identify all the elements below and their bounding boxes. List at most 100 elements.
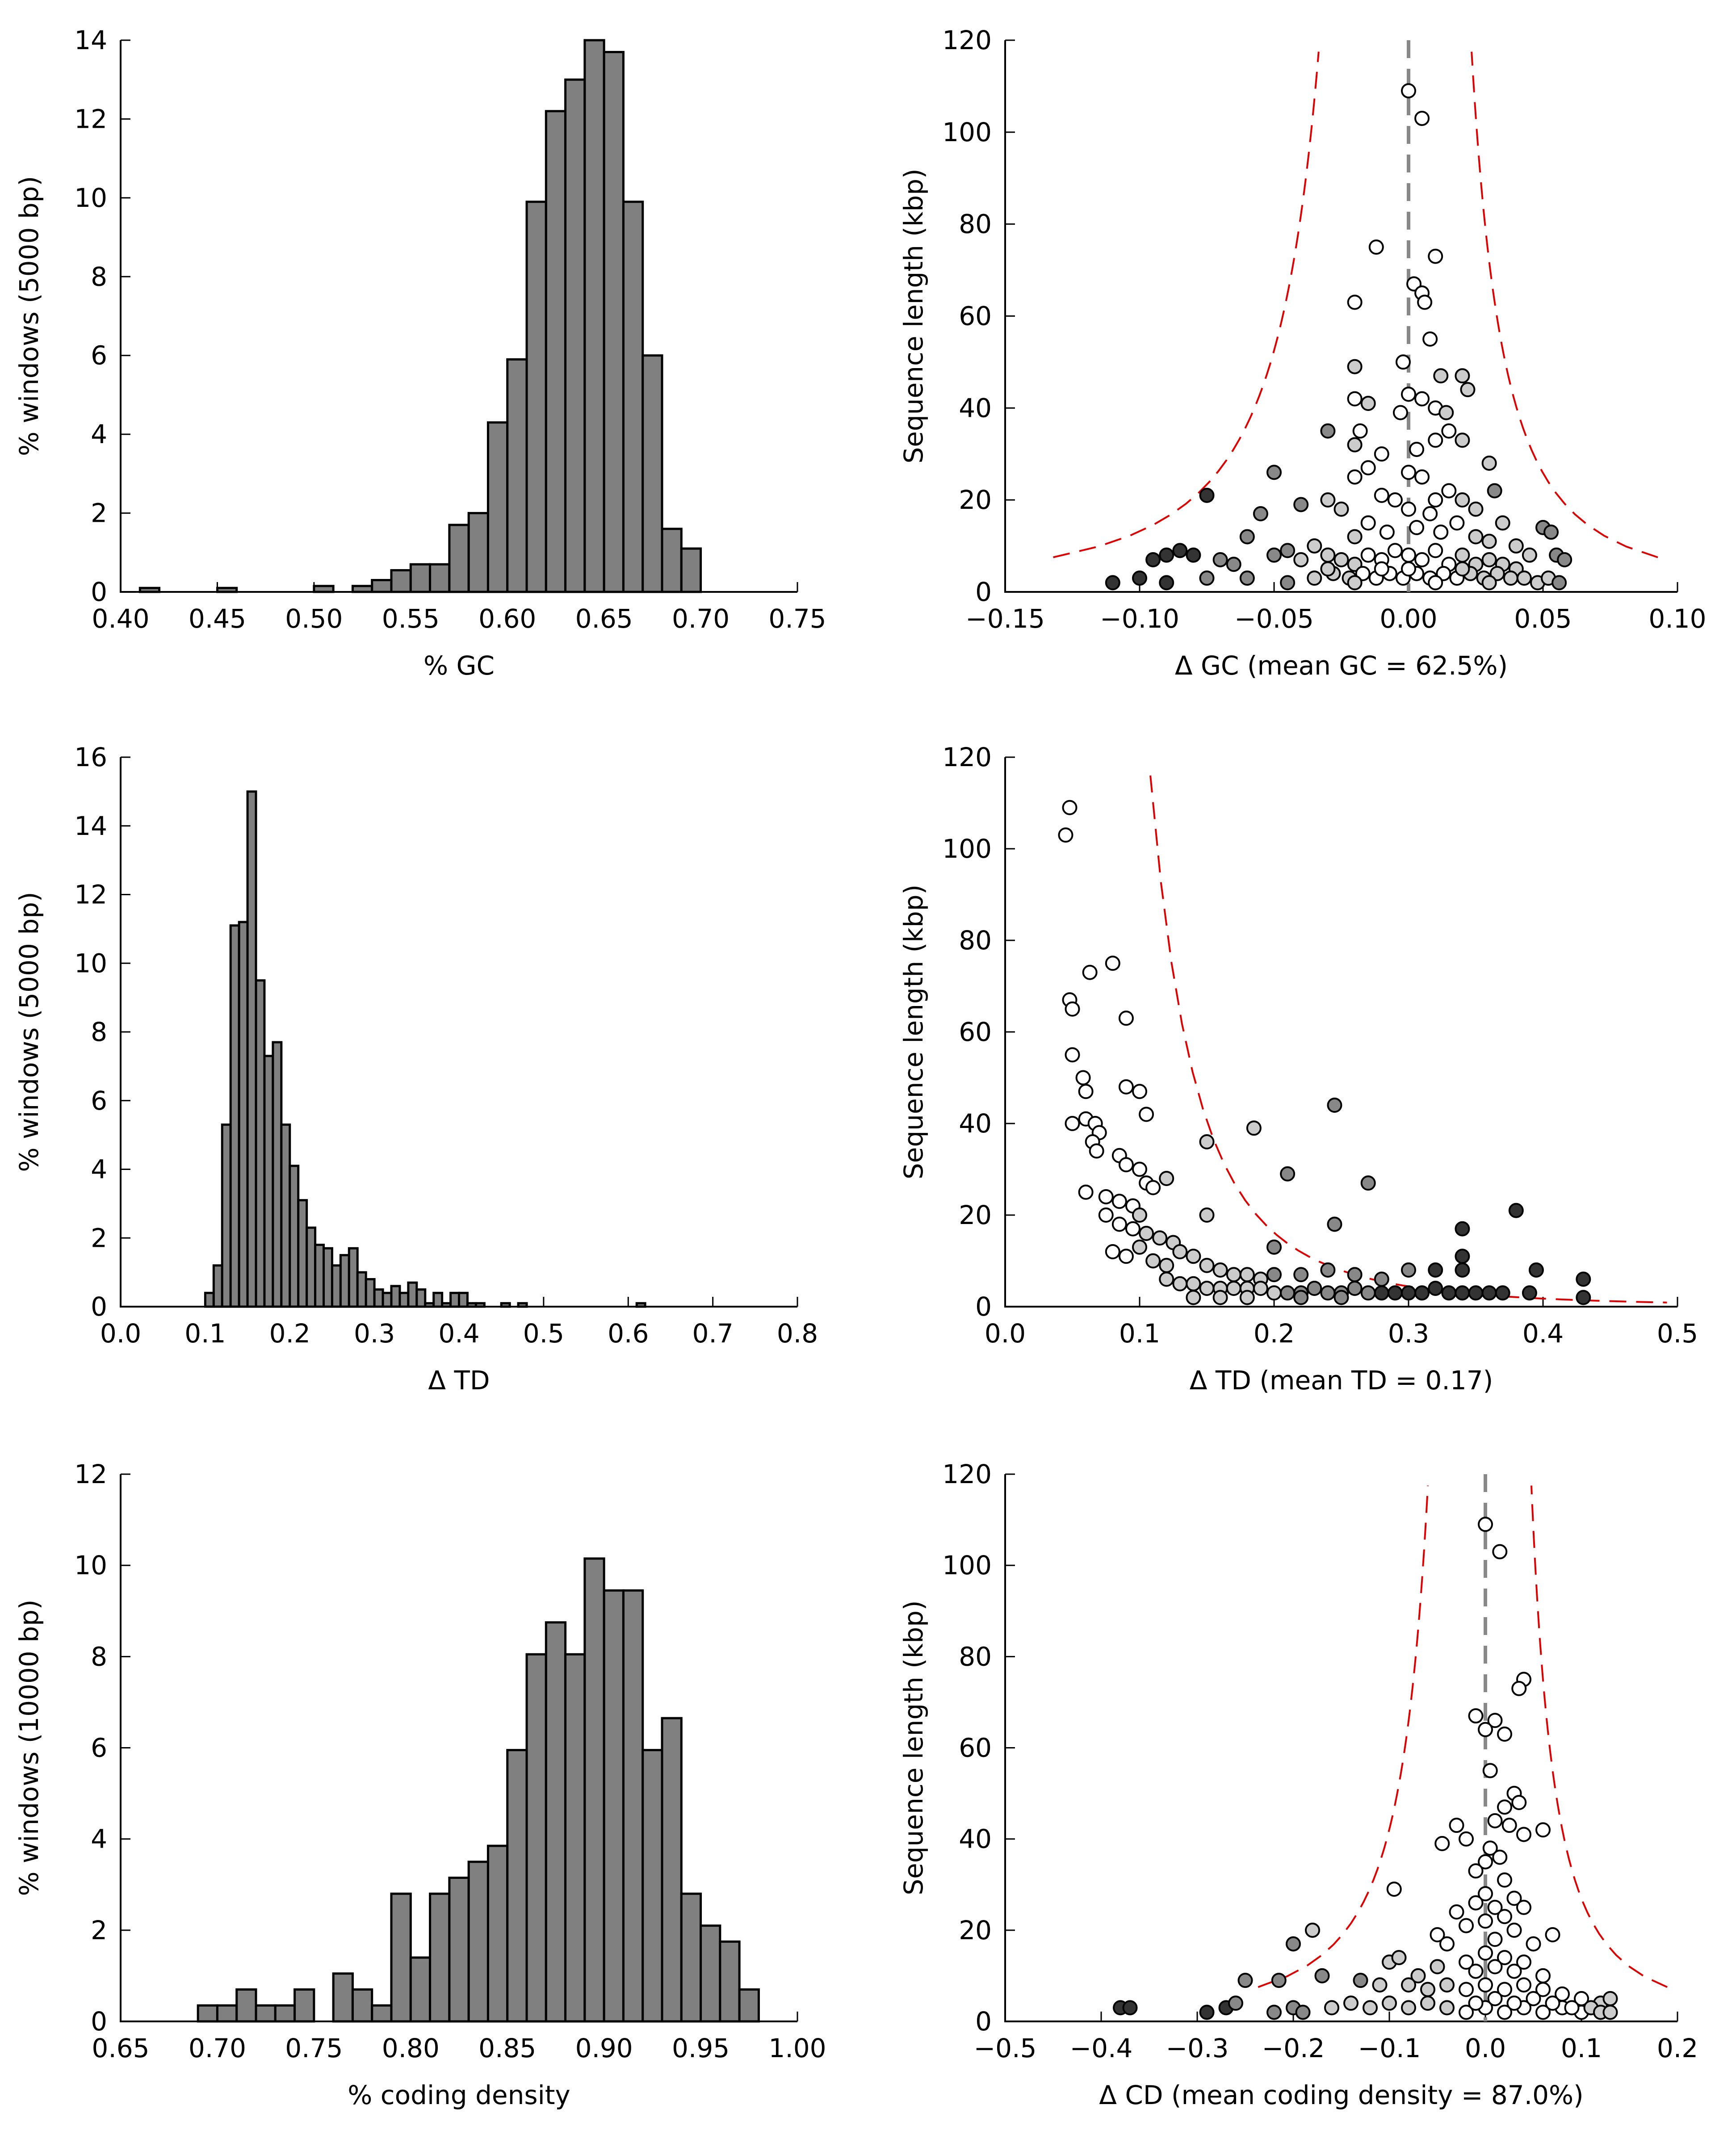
x-tick-label: 0.2 bbox=[269, 1318, 310, 1349]
histogram-bar bbox=[255, 2004, 277, 2023]
scatter-point bbox=[1266, 2004, 1282, 2020]
scatter-point bbox=[1401, 1262, 1416, 1278]
scatter-point bbox=[1374, 561, 1389, 577]
scatter-point bbox=[1401, 2000, 1416, 2016]
y-tick-label: 0 bbox=[91, 2006, 107, 2037]
scatter-point bbox=[1065, 1001, 1080, 1017]
gc_hist-panel: 0.40 0.45 0.50 0.55 0.60 0.65 0.70 0.75 0 2 4 6 8 10 1… bbox=[14, 25, 826, 681]
scatter-point bbox=[1422, 331, 1438, 347]
histogram-bar bbox=[409, 563, 432, 593]
cd_scatter-panel: −0.5 −0.4 −0.3 −0.2 −0.1 0.0 0.1 0.2 0 20 40 60 80 10… bbox=[898, 1459, 1698, 2110]
scatter-point bbox=[1417, 294, 1433, 310]
scatter-point bbox=[1459, 1982, 1474, 1997]
scatter-point bbox=[1132, 570, 1147, 586]
scatter-point bbox=[1199, 1207, 1215, 1223]
histogram-bar bbox=[506, 1749, 528, 2023]
scatter-point bbox=[1145, 552, 1161, 567]
y-axis-label: % windows (10000 bp) bbox=[14, 1599, 44, 1896]
scatter-point bbox=[1333, 1290, 1349, 1305]
x-tick-label: 0.40 bbox=[92, 604, 149, 634]
histogram-bar bbox=[622, 1589, 644, 2023]
scatter-point bbox=[1320, 561, 1336, 577]
histogram-bar bbox=[545, 1621, 567, 2023]
x-tick-label: −0.10 bbox=[1100, 604, 1179, 634]
scatter-point bbox=[1401, 1285, 1416, 1301]
histogram-bar bbox=[424, 1302, 435, 1308]
scatter-point bbox=[1401, 386, 1416, 402]
scatter-point bbox=[1506, 1963, 1522, 1979]
scatter-point bbox=[1374, 1285, 1389, 1301]
histogram-bar bbox=[603, 1589, 625, 2023]
scatter-point bbox=[1333, 552, 1349, 567]
scatter-point bbox=[1410, 1968, 1426, 1983]
scatter-point bbox=[1455, 1285, 1470, 1301]
histogram-bar bbox=[339, 1254, 350, 1308]
scatter-point bbox=[1428, 248, 1443, 264]
scatter-point bbox=[1481, 575, 1497, 591]
y-tick-label: 16 bbox=[74, 742, 107, 772]
scatter-point bbox=[1468, 1963, 1484, 1979]
scatter-point bbox=[1401, 501, 1416, 517]
x-tick-label: 0.4 bbox=[1522, 1318, 1564, 1349]
scatter-point bbox=[1159, 547, 1174, 563]
scatter-point bbox=[1487, 483, 1502, 499]
scatter-point bbox=[1545, 1995, 1560, 2011]
scatter-point bbox=[1360, 1285, 1376, 1301]
scatter-point bbox=[1075, 1070, 1091, 1086]
scatter-point bbox=[1482, 1763, 1498, 1778]
x-tick-label: 0.85 bbox=[478, 2033, 536, 2063]
scatter-point bbox=[1428, 492, 1443, 508]
scatter-point bbox=[1414, 1285, 1430, 1301]
x-tick-label: 0.75 bbox=[285, 2033, 343, 2063]
scatter-point bbox=[1226, 557, 1241, 572]
x-axis-label: Δ GC (mean GC = 62.5%) bbox=[1175, 650, 1508, 681]
scatter-point bbox=[1433, 368, 1449, 384]
scatter-point bbox=[1199, 2004, 1215, 2020]
scatter-point bbox=[1516, 570, 1532, 586]
x-tick-label: 0.80 bbox=[382, 2033, 440, 2063]
histogram-bar bbox=[272, 1041, 283, 1308]
y-tick-label: 80 bbox=[959, 925, 992, 956]
histogram-bar bbox=[216, 587, 238, 593]
x-tick-label: 0.3 bbox=[1388, 1318, 1429, 1349]
scatter-point bbox=[1360, 396, 1376, 411]
x-tick-label: −0.2 bbox=[1262, 2033, 1325, 2063]
scatter-point bbox=[1347, 1281, 1363, 1296]
histogram-bar bbox=[486, 1845, 509, 2023]
x-axis-label: Δ TD (mean TD = 0.17) bbox=[1190, 1365, 1493, 1396]
y-axis-label: % windows (5000 bp) bbox=[14, 892, 44, 1172]
histogram-bar bbox=[351, 585, 373, 593]
x-tick-label: −0.5 bbox=[974, 2033, 1037, 2063]
scatter-point bbox=[1159, 1271, 1174, 1287]
scatter-point bbox=[1459, 1831, 1474, 1847]
scatter-point bbox=[1460, 382, 1476, 398]
histogram-bar bbox=[661, 1717, 683, 2023]
scatter-point bbox=[1522, 547, 1537, 563]
y-tick-label: 20 bbox=[959, 485, 992, 515]
x-tick-label: 0.75 bbox=[768, 604, 826, 634]
scatter-point bbox=[1433, 524, 1449, 540]
scatter-point bbox=[1409, 520, 1425, 535]
histogram-bar bbox=[351, 1988, 373, 2023]
scatter-point bbox=[1535, 1968, 1551, 1983]
x-tick-label: 0.10 bbox=[1648, 604, 1706, 634]
histogram-bar bbox=[642, 354, 663, 593]
scatter-point bbox=[1497, 1799, 1512, 1815]
scatter-point bbox=[1438, 405, 1454, 420]
scatter-point bbox=[1122, 2000, 1138, 2016]
scatter-point bbox=[1239, 1290, 1255, 1305]
scatter-point bbox=[1478, 1722, 1493, 1737]
histogram-bar bbox=[525, 201, 547, 593]
histogram-bar bbox=[409, 1956, 432, 2023]
x-axis-label: % GC bbox=[424, 650, 495, 681]
scatter-point bbox=[1391, 1950, 1407, 1966]
scatter-point bbox=[1414, 552, 1430, 567]
histogram-bar bbox=[415, 1288, 427, 1308]
histogram-bar bbox=[294, 1988, 315, 2023]
x-tick-label: 0.70 bbox=[672, 604, 730, 634]
histogram-bar bbox=[314, 1244, 325, 1308]
y-tick-label: 40 bbox=[959, 393, 992, 423]
scatter-point bbox=[1237, 1973, 1253, 1988]
histogram-bar bbox=[280, 1123, 291, 1308]
scatter-point bbox=[1487, 1899, 1503, 1915]
